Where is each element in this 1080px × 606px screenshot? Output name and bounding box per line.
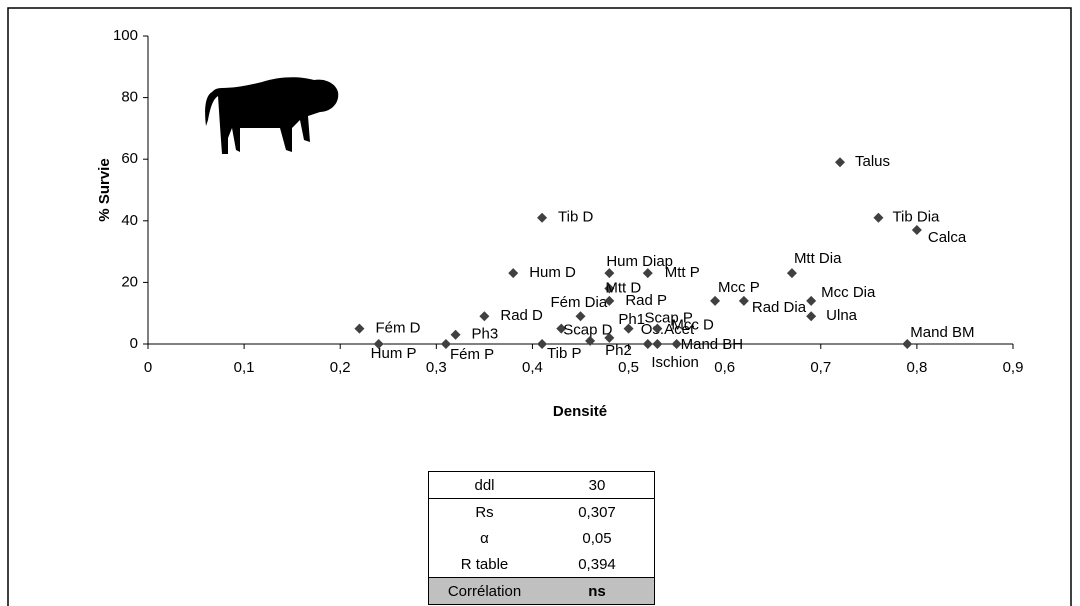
x-tick-label: 0,6 bbox=[714, 359, 735, 376]
table-key: ddl bbox=[428, 471, 540, 499]
x-tick-label: 0,8 bbox=[906, 359, 927, 376]
point bbox=[738, 295, 749, 306]
table-value: 0,394 bbox=[540, 551, 655, 578]
point-label: Mcc Dia bbox=[821, 284, 876, 301]
y-tick-label: 40 bbox=[121, 212, 138, 229]
point-label: Ulna bbox=[826, 307, 858, 324]
point-label: Hum D bbox=[529, 264, 576, 281]
point-label: Fém P bbox=[450, 346, 494, 363]
point bbox=[604, 295, 615, 306]
point bbox=[354, 323, 365, 334]
x-tick-label: 0,2 bbox=[330, 359, 351, 376]
point-label: Ischion bbox=[651, 354, 699, 371]
y-axis-label: % Survie bbox=[96, 158, 113, 221]
x-tick-label: 0 bbox=[144, 359, 152, 376]
point bbox=[642, 339, 653, 349]
point bbox=[479, 311, 490, 322]
table-value: 30 bbox=[540, 471, 655, 499]
x-tick-label: 0,4 bbox=[522, 359, 543, 376]
point bbox=[902, 339, 913, 349]
x-tick-label: 0,3 bbox=[426, 359, 447, 376]
point bbox=[652, 339, 663, 349]
point-label: Rad P bbox=[625, 292, 667, 309]
point bbox=[440, 339, 451, 349]
point bbox=[710, 295, 721, 306]
point-label: Tib D bbox=[558, 209, 593, 226]
x-tick-label: 0,5 bbox=[618, 359, 639, 376]
y-tick-label: 60 bbox=[121, 150, 138, 167]
chart-frame bbox=[7, 7, 1072, 606]
point bbox=[873, 212, 884, 223]
y-tick-label: 20 bbox=[121, 273, 138, 290]
point-label: Fém D bbox=[375, 320, 420, 337]
table-row: R table 0,394 bbox=[428, 551, 655, 578]
point bbox=[604, 268, 615, 279]
point-label: Fém Dia bbox=[551, 294, 608, 311]
y-tick-label: 100 bbox=[113, 27, 138, 44]
point-label: Mand BM bbox=[910, 324, 974, 341]
bison-icon bbox=[205, 77, 339, 154]
x-tick-label: 0,1 bbox=[234, 359, 255, 376]
table-row: Corrélation ns bbox=[428, 577, 655, 605]
table-value: ns bbox=[540, 577, 655, 605]
point bbox=[604, 332, 615, 343]
point bbox=[806, 311, 817, 322]
point bbox=[537, 212, 548, 223]
point-label: Mcc D bbox=[671, 317, 714, 334]
point bbox=[450, 329, 461, 340]
point bbox=[373, 339, 384, 349]
point-label: Tib Dia bbox=[892, 209, 940, 226]
point-label: Ph2 bbox=[605, 342, 632, 359]
point-label: Scap P bbox=[645, 310, 693, 327]
table-value: 0,307 bbox=[540, 498, 655, 525]
table-key: R table bbox=[428, 551, 540, 578]
point-label: Hum Diap bbox=[606, 253, 673, 270]
table-value: 0,05 bbox=[540, 525, 655, 551]
point-label: Mtt D bbox=[605, 280, 641, 297]
point bbox=[556, 323, 567, 334]
point-label: Calca bbox=[928, 229, 967, 246]
point bbox=[806, 295, 817, 306]
table-row: Rs 0,307 bbox=[428, 498, 655, 525]
point bbox=[537, 339, 548, 349]
point-label: Mand BH bbox=[681, 336, 744, 353]
point bbox=[835, 157, 845, 168]
table-row: α 0,05 bbox=[428, 525, 655, 551]
stats-table: ddl 30 Rs 0,307 α 0,05 R table 0,394 Corrélation… bbox=[428, 471, 655, 605]
point bbox=[585, 335, 596, 346]
table-key: α bbox=[428, 525, 540, 551]
point-label: Tib P bbox=[547, 345, 581, 362]
point bbox=[508, 268, 519, 279]
point-label: Os.Acet bbox=[641, 321, 695, 338]
table-key: Rs bbox=[428, 498, 540, 525]
point-label: Hum P bbox=[371, 345, 417, 362]
point-label: Rad D bbox=[500, 307, 543, 324]
y-tick-label: 0 bbox=[130, 335, 138, 352]
point bbox=[623, 323, 634, 334]
x-axis-label: Densité bbox=[553, 403, 607, 420]
x-tick-label: 0,7 bbox=[810, 359, 831, 376]
point-label: Ph1 bbox=[618, 311, 645, 328]
point bbox=[652, 323, 663, 334]
point bbox=[671, 339, 682, 349]
point-label: Talus bbox=[855, 153, 890, 170]
point bbox=[786, 268, 797, 279]
point-label: Scap D bbox=[563, 322, 612, 339]
point-label: Ph3 bbox=[472, 326, 499, 343]
point-label: Mtt P bbox=[665, 264, 700, 281]
point bbox=[604, 283, 615, 294]
point bbox=[911, 225, 922, 236]
y-tick-label: 80 bbox=[121, 89, 138, 106]
point-label: Rad Dia bbox=[752, 299, 807, 316]
point-label: Mcc P bbox=[718, 279, 760, 296]
x-tick-label: 0,9 bbox=[1003, 359, 1024, 376]
point bbox=[575, 311, 586, 322]
point bbox=[642, 268, 653, 279]
table-key: Corrélation bbox=[428, 577, 540, 605]
point-label: Mtt Dia bbox=[794, 250, 842, 267]
table-row: ddl 30 bbox=[428, 471, 655, 499]
